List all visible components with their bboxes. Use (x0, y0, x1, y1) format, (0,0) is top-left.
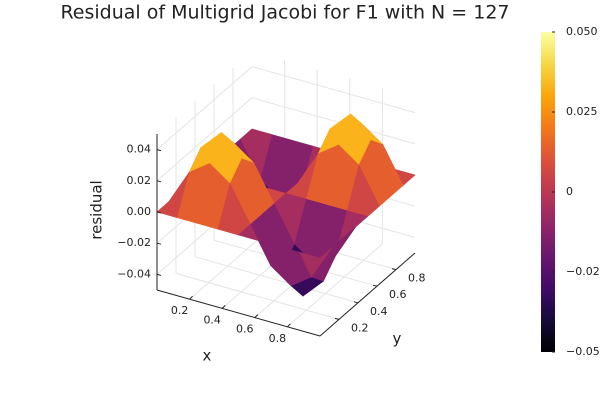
x-tick (287, 323, 291, 328)
grid-line (156, 97, 253, 182)
z-tick (156, 273, 162, 276)
z-tick-label: 0.04 (127, 143, 152, 156)
colorbar-tick-label: 0.025 (566, 105, 598, 118)
grid-line (287, 243, 383, 328)
y-axis-line (319, 252, 416, 337)
z-tick (156, 242, 162, 245)
colorbar (541, 32, 555, 352)
z-tick-label: −0.02 (117, 236, 151, 249)
z-tick (156, 211, 162, 214)
z-tick-label: 0.02 (127, 174, 152, 187)
chart-title: Residual of Multigrid Jacobi for F1 with… (60, 2, 509, 24)
y-axis-label: y (393, 330, 402, 348)
grid-line (156, 66, 253, 150)
x-tick-label: 0.8 (269, 332, 287, 345)
colorbar-tick-label: 0.050 (566, 25, 598, 38)
x-tick-label: 0.2 (171, 304, 189, 317)
z-axis-label: residual (88, 180, 106, 239)
x-axis-line (156, 289, 321, 337)
x-axis-label: x (203, 347, 212, 365)
y-tick (372, 284, 378, 287)
surface-patch (299, 247, 333, 278)
y-tick-label: 0.2 (351, 321, 369, 334)
y-tick (391, 268, 397, 271)
y-tick-label: 0.6 (389, 288, 407, 301)
x-tick (254, 314, 259, 318)
y-tick (353, 301, 359, 304)
y-tick-label: 0.4 (370, 305, 388, 318)
grid-line (175, 272, 340, 320)
colorbar-tick-label: −0.025 (566, 265, 600, 278)
x-tick (189, 295, 193, 300)
y-tick-label: 0.8 (408, 272, 426, 285)
grid-line (251, 66, 416, 114)
x-tick-label: 0.6 (236, 323, 254, 336)
y-tick (334, 317, 340, 320)
colorbar-tick-label: 0 (566, 185, 573, 198)
grid-line (194, 256, 359, 304)
z-tick-label: 0.00 (127, 205, 152, 218)
x-tick-label: 0.4 (203, 313, 221, 326)
surface (156, 113, 416, 297)
colorbar-tick-label: −0.050 (566, 345, 600, 358)
z-tick (156, 149, 162, 152)
z-tick (156, 180, 162, 183)
grid-line (251, 97, 416, 145)
z-tick-label: −0.04 (117, 267, 151, 280)
x-tick (221, 305, 226, 309)
